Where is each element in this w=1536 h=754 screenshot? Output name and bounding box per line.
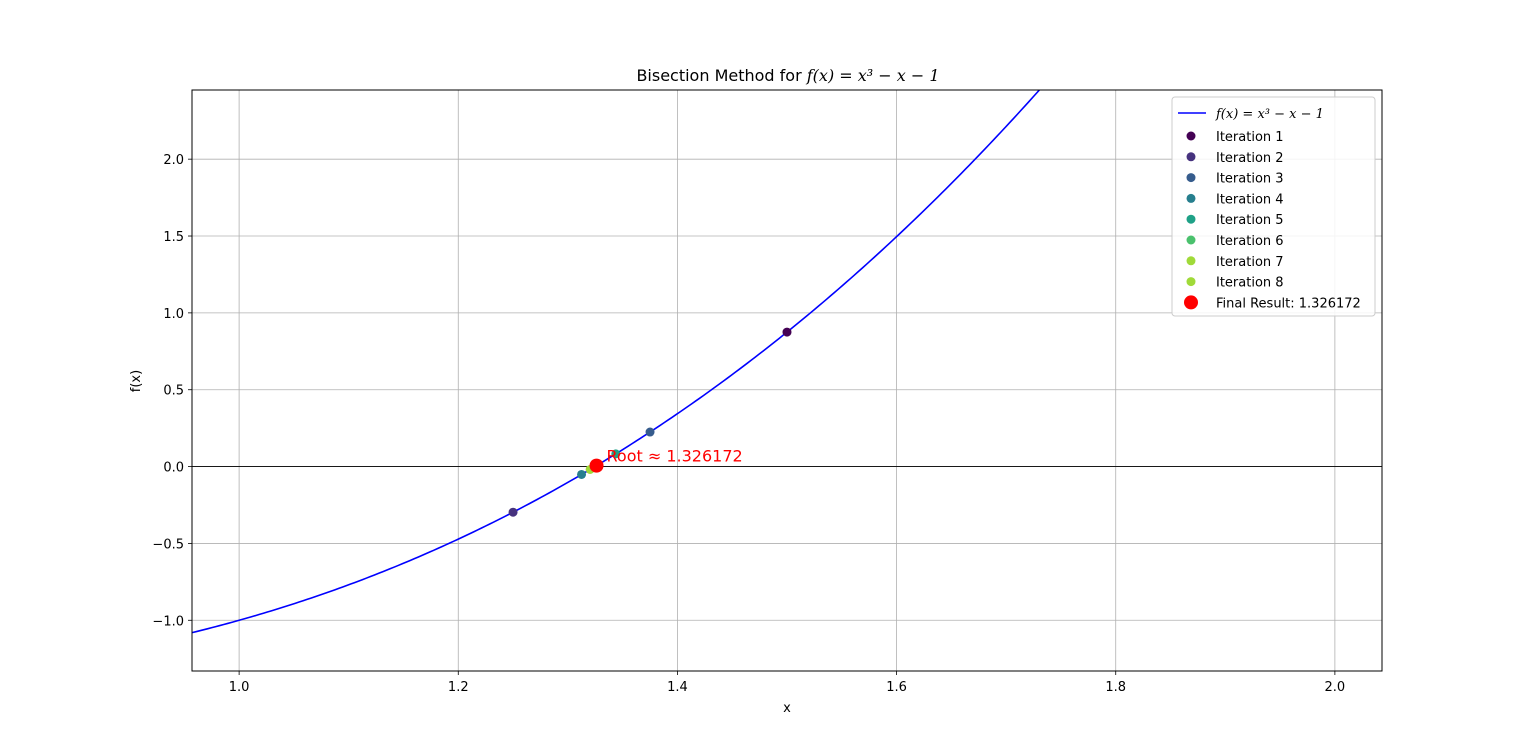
iteration-point-1 [782,327,792,337]
x-tick-label: 1.0 [229,680,250,695]
legend-box [1171,96,1376,317]
final-result-point [589,458,604,473]
y-tick-label: −1.0 [152,614,184,629]
axes-frame [191,89,1383,672]
legend-marker-5 [1186,214,1196,224]
y-tick-label: 1.0 [163,307,184,322]
legend-label-3: Iteration 3 [1216,172,1284,187]
legend-marker-3 [1186,173,1196,183]
chart-title: Bisection Method for f(x) = x³ − x − 1 [636,66,939,85]
legend-label-4: Iteration 4 [1216,192,1284,207]
legend-marker-6 [1186,235,1196,245]
chart-title-prefix: Bisection Method for [636,66,806,85]
iteration-point-2 [508,507,518,517]
y-axis-label: f(x) [129,370,144,392]
x-tick-label: 1.2 [448,680,469,695]
iteration-point-4 [577,469,587,479]
legend-marker-final [1184,295,1198,310]
iteration-point-3 [645,427,655,437]
root-annotation: Root ≈ 1.326172 [607,447,743,466]
x-tick-label: 1.4 [667,680,688,695]
legend: f(x) = x³ − x − 1 Iteration 1 Iteration 2 I… [1171,96,1376,317]
iteration-point-5 [611,449,621,459]
chart-title-math: f(x) = x³ − x − 1 [806,66,940,85]
x-tick-label: 1.6 [886,680,907,695]
legend-marker-8 [1186,277,1196,287]
y-tick-label: 0.0 [163,461,184,476]
x-axis-label: x [783,701,791,716]
y-tick-label: 2.0 [163,153,184,168]
legend-curve-label: f(x) = x³ − x − 1 [1215,107,1324,122]
legend-marker-4 [1186,193,1196,203]
x-tick-label: 1.8 [1105,680,1126,695]
legend-marker-7 [1186,256,1196,266]
legend-label-8: Iteration 8 [1216,276,1284,291]
y-tick-label: −0.5 [152,537,184,552]
legend-label-final: Final Result: 1.326172 [1216,296,1361,311]
legend-marker-1 [1186,131,1196,141]
y-tick-label: 0.5 [163,384,184,399]
legend-label-5: Iteration 5 [1216,213,1284,228]
y-tick-label: 1.5 [163,230,184,245]
legend-label-7: Iteration 7 [1216,255,1284,270]
legend-label-2: Iteration 2 [1216,151,1284,166]
legend-marker-2 [1186,152,1196,162]
legend-label-1: Iteration 1 [1216,130,1284,145]
x-tick-label: 2.0 [1325,680,1346,695]
legend-label-6: Iteration 6 [1216,234,1284,249]
